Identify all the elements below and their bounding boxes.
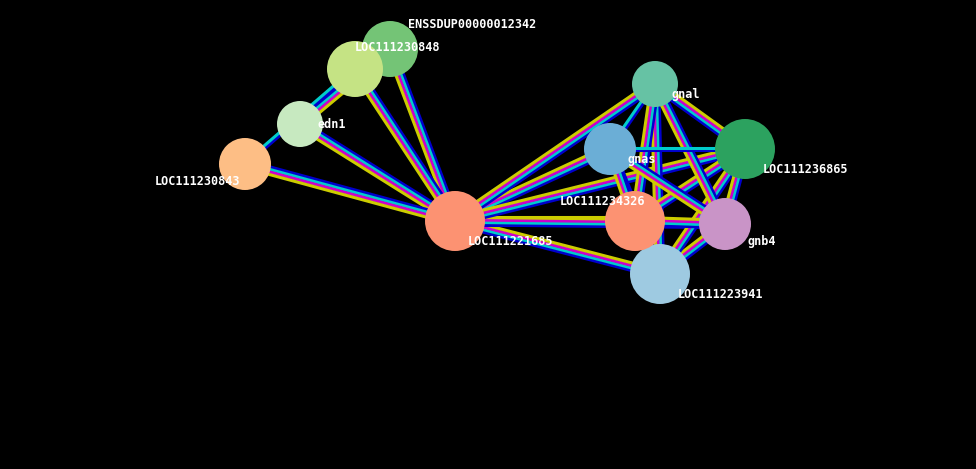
Text: LOC111223941: LOC111223941	[678, 287, 763, 301]
Text: ENSSDUP00000012342: ENSSDUP00000012342	[408, 17, 536, 30]
Text: LOC111234326: LOC111234326	[560, 195, 645, 207]
Circle shape	[277, 101, 323, 147]
Text: LOC111236865: LOC111236865	[763, 162, 848, 175]
Circle shape	[327, 41, 383, 97]
Circle shape	[605, 191, 665, 251]
Circle shape	[584, 123, 636, 175]
Circle shape	[632, 61, 678, 107]
Circle shape	[715, 119, 775, 179]
Text: gnal: gnal	[672, 88, 701, 100]
Text: gnas: gnas	[628, 152, 657, 166]
Text: LOC111230848: LOC111230848	[355, 40, 440, 53]
Text: LOC111230843: LOC111230843	[155, 174, 240, 188]
Text: edn1: edn1	[318, 118, 346, 130]
Circle shape	[425, 191, 485, 251]
Text: LOC111221685: LOC111221685	[468, 234, 553, 248]
Circle shape	[362, 21, 418, 77]
Circle shape	[219, 138, 271, 190]
Text: gnb4: gnb4	[748, 234, 777, 248]
Circle shape	[630, 244, 690, 304]
Circle shape	[699, 198, 751, 250]
